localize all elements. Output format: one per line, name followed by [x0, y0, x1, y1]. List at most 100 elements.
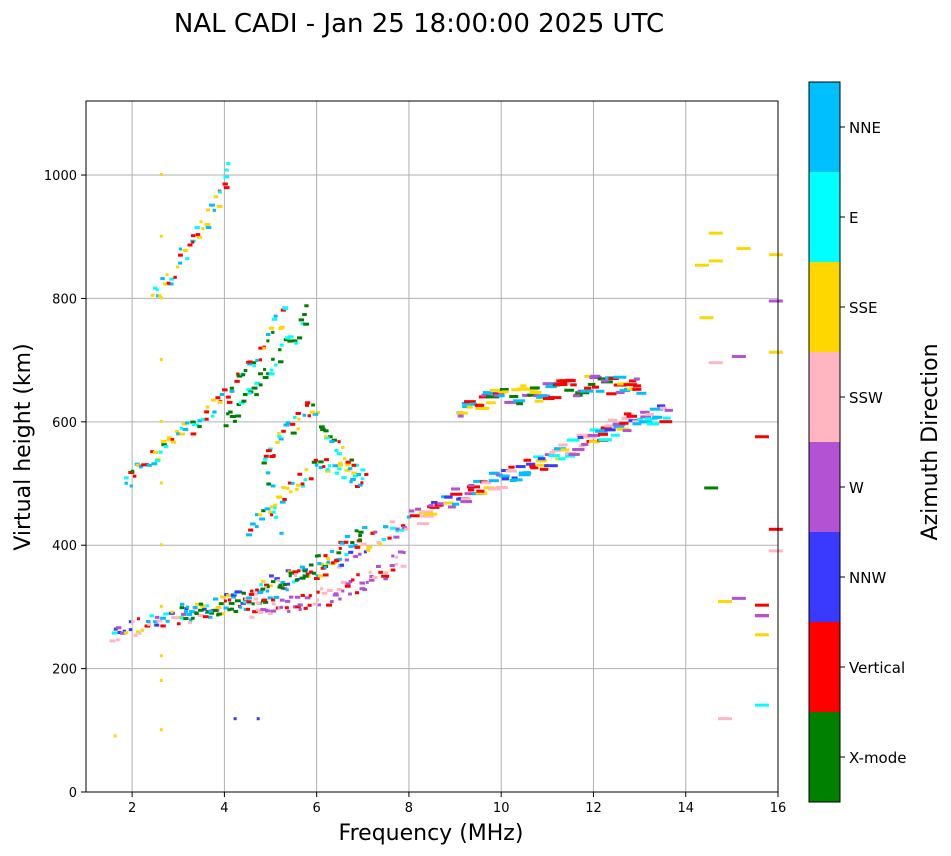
- echo-point: [160, 439, 167, 443]
- echo-point: [344, 558, 349, 562]
- echo-point: [486, 401, 496, 405]
- echo-point: [264, 583, 270, 587]
- echo-point: [308, 563, 314, 567]
- echo-point: [111, 631, 118, 635]
- echo-point: [337, 463, 344, 467]
- echo-point: [394, 555, 399, 559]
- echo-point: [414, 507, 422, 511]
- echo-point: [241, 399, 247, 403]
- echo-point: [281, 486, 286, 490]
- echo-point: [136, 617, 141, 621]
- echo-point: [350, 540, 355, 544]
- echo-point: [179, 426, 184, 430]
- echo-point: [587, 433, 601, 437]
- echo-point: [299, 565, 305, 569]
- echo-point: [226, 594, 232, 598]
- echo-point: [144, 624, 151, 628]
- echo-point: [452, 502, 460, 506]
- echo-point: [350, 477, 356, 481]
- echo-point: [460, 500, 473, 504]
- echo-point: [408, 509, 415, 513]
- echo-point: [271, 510, 276, 514]
- echo-point: [202, 615, 209, 619]
- echo-point: [291, 481, 295, 485]
- echo-point: [549, 451, 556, 455]
- echo-point: [166, 281, 171, 285]
- echo-point: [297, 472, 303, 476]
- colorbar-segment: [809, 622, 840, 712]
- echo-point: [218, 190, 222, 194]
- echo-point: [254, 381, 260, 385]
- echo-point: [283, 423, 290, 427]
- echo-point: [186, 612, 193, 616]
- echo-point: [113, 734, 117, 738]
- colorbar-tick-label: Vertical: [849, 659, 905, 677]
- echo-point: [544, 464, 558, 468]
- echo-point: [431, 500, 438, 504]
- echo-point: [754, 614, 769, 618]
- echo-point: [269, 505, 274, 509]
- echo-point: [613, 375, 627, 379]
- echo-point: [588, 440, 601, 444]
- echo-point: [487, 487, 502, 491]
- echo-point: [511, 388, 522, 392]
- echo-point: [273, 595, 280, 599]
- echo-point: [223, 186, 230, 190]
- echo-point: [353, 474, 358, 478]
- echo-point: [300, 322, 305, 326]
- echo-point: [718, 599, 733, 603]
- echo-point: [282, 497, 287, 501]
- echo-point: [173, 275, 177, 279]
- echo-point: [241, 373, 246, 377]
- echo-point: [341, 589, 345, 593]
- echo-point: [656, 404, 666, 408]
- echo-point: [235, 414, 242, 418]
- echo-point: [529, 464, 536, 468]
- echo-point: [277, 431, 281, 435]
- echo-point: [341, 445, 345, 449]
- echo-point: [159, 296, 163, 300]
- echo-point: [501, 469, 509, 473]
- echo-point: [267, 447, 273, 451]
- echo-point: [247, 391, 252, 395]
- echo-point: [554, 383, 568, 387]
- echo-point: [249, 615, 255, 619]
- echo-point: [289, 490, 293, 494]
- echo-point: [626, 387, 635, 391]
- echo-point: [341, 476, 347, 480]
- echo-point: [260, 608, 266, 612]
- echo-point: [254, 513, 259, 517]
- echo-point: [199, 604, 206, 608]
- echo-point: [294, 578, 299, 582]
- echo-point: [604, 428, 616, 432]
- echo-point: [517, 387, 531, 391]
- echo-point: [129, 484, 133, 488]
- echo-point: [160, 277, 165, 281]
- echo-point: [296, 427, 300, 431]
- echo-point: [694, 263, 709, 267]
- echo-point: [513, 399, 526, 403]
- echo-point: [754, 633, 769, 637]
- echo-point: [317, 554, 321, 558]
- echo-point: [646, 422, 660, 426]
- echo-point: [491, 471, 500, 475]
- echo-point: [265, 449, 272, 453]
- echo-point: [334, 449, 339, 453]
- echo-point: [558, 457, 566, 461]
- echo-point: [131, 620, 135, 624]
- echo-point: [109, 639, 116, 643]
- echo-point: [304, 403, 310, 407]
- x-tick-label: 8: [405, 801, 413, 816]
- echo-point: [204, 417, 209, 421]
- echo-point: [394, 562, 398, 566]
- y-tick-label: 800: [52, 292, 77, 307]
- echo-point: [397, 550, 404, 554]
- echo-point: [135, 463, 141, 467]
- echo-point: [570, 383, 577, 387]
- echo-point: [283, 307, 289, 311]
- echo-point: [160, 616, 166, 620]
- echo-point: [366, 548, 371, 552]
- echo-point: [238, 401, 245, 405]
- echo-point: [274, 363, 278, 367]
- echo-point: [153, 286, 158, 290]
